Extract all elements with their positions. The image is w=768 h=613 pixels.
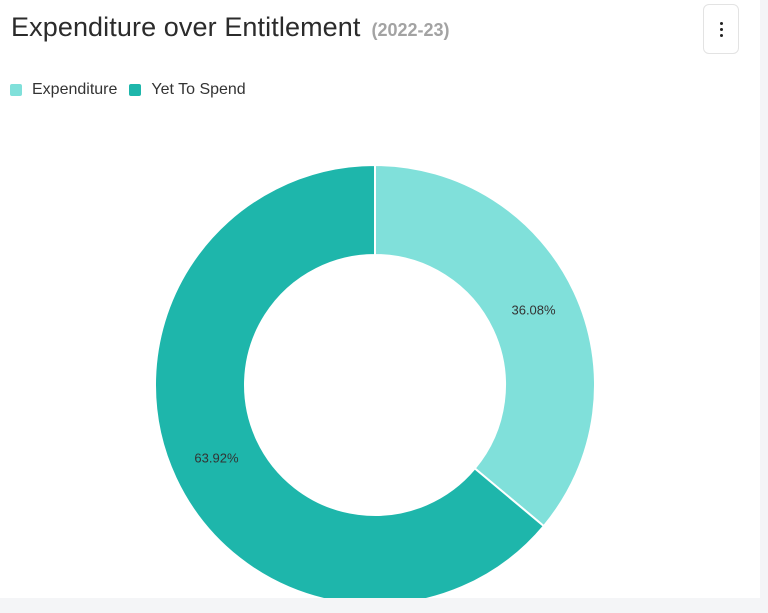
data-label-yet-to-spend: 63.92% — [194, 451, 239, 466]
donut-slice-yet-to-spend[interactable] — [154, 164, 545, 598]
legend-label-yet-to-spend: Yet To Spend — [151, 81, 246, 98]
more-vertical-icon — [719, 21, 723, 25]
more-options-button[interactable] — [703, 4, 739, 54]
chart-header: Expenditure over Entitlement (2022-23) — [11, 12, 450, 52]
more-vertical-icon-dot — [719, 27, 723, 31]
legend-swatch-yet-to-spend — [129, 84, 142, 96]
chart-title: Expenditure over Entitlement — [11, 12, 361, 42]
donut-slices — [154, 164, 596, 598]
more-vertical-icon-dot — [719, 33, 723, 37]
legend-item-yet-to-spend[interactable]: Yet To Spend — [129, 81, 246, 99]
legend-swatch-expenditure — [10, 84, 22, 96]
chart-card: Expenditure over Entitlement (2022-23) E… — [0, 0, 760, 598]
legend-item-expenditure[interactable]: Expenditure — [10, 81, 117, 99]
chart-subtitle: (2022-23) — [371, 20, 450, 40]
chart-legend: Expenditure Yet To Spend — [10, 80, 258, 100]
donut-slice-expenditure[interactable] — [374, 164, 596, 528]
donut-chart: 36.08% 63.92% — [154, 164, 596, 598]
legend-label-expenditure: Expenditure — [32, 81, 118, 98]
data-label-expenditure: 36.08% — [511, 302, 556, 317]
donut-labels: 36.08% 63.92% — [194, 302, 556, 465]
